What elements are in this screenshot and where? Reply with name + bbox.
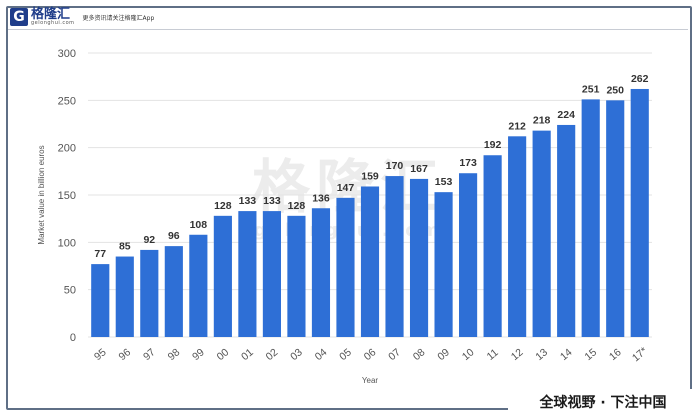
bar <box>164 246 183 337</box>
data-label: 77 <box>94 248 106 260</box>
y-tick-label: 200 <box>58 143 76 155</box>
bar <box>508 136 527 337</box>
x-tick-label: 96 <box>117 346 134 363</box>
data-label: 167 <box>410 163 428 175</box>
bar <box>630 88 649 338</box>
bar <box>606 100 625 337</box>
bar <box>91 264 110 337</box>
logo: 格隆汇 gelonghui.com <box>31 8 75 26</box>
x-tick-label: 97 <box>141 346 158 363</box>
x-axis-label: Year <box>362 376 379 385</box>
bar <box>140 249 159 337</box>
x-tick-label: 07 <box>386 346 403 363</box>
logo-icon: G <box>10 8 28 26</box>
x-tick-label: 02 <box>264 346 281 363</box>
x-tick-label: 12 <box>509 346 526 363</box>
bar <box>581 99 600 338</box>
x-tick-label: 99 <box>190 346 207 363</box>
data-label: 170 <box>386 160 404 172</box>
bar <box>336 197 355 337</box>
logo-domain: gelonghui.com <box>31 20 75 26</box>
data-label: 173 <box>459 157 477 169</box>
x-tick-label: 08 <box>411 346 428 363</box>
x-tick-label: 03 <box>288 346 305 363</box>
data-label: 250 <box>606 84 624 96</box>
header-divider <box>8 29 688 30</box>
x-tick-label: 04 <box>313 346 330 363</box>
y-tick-label: 100 <box>58 237 76 249</box>
bar <box>287 215 306 337</box>
header-slogan: 更多资讯请关注格隆汇App <box>82 14 155 22</box>
bar <box>262 211 281 337</box>
bar <box>360 186 380 337</box>
bar <box>311 208 331 337</box>
data-label: 212 <box>508 120 526 132</box>
data-label: 128 <box>214 200 232 212</box>
y-tick-label: 150 <box>58 190 76 202</box>
data-label: 147 <box>337 182 355 194</box>
bar <box>238 211 257 337</box>
data-label: 108 <box>190 219 208 231</box>
bar <box>189 234 208 337</box>
x-tick-label: 10 <box>460 346 477 363</box>
data-label: 159 <box>361 170 379 182</box>
y-axis-label: Market value in billion euros <box>37 145 46 244</box>
data-label: 136 <box>312 192 330 204</box>
data-label: 153 <box>435 176 453 188</box>
brand-header: G 格隆汇 gelonghui.com 更多资讯请关注格隆汇App <box>10 6 270 28</box>
x-tick-label: 06 <box>362 346 379 363</box>
bar <box>459 173 478 337</box>
y-tick-label: 250 <box>58 95 76 107</box>
data-label: 262 <box>631 73 649 85</box>
x-tick-label: 15 <box>582 346 599 363</box>
bar <box>115 256 134 337</box>
bar <box>409 178 429 337</box>
logo-name: 格隆汇 <box>31 7 71 22</box>
bar <box>385 176 404 337</box>
bar <box>532 130 551 337</box>
footer-slogan: 全球视野 · 下注中国 <box>508 389 698 415</box>
x-tick-label: 09 <box>435 346 452 363</box>
data-label: 92 <box>143 234 155 246</box>
data-label: 224 <box>557 109 575 121</box>
x-tick-label: 05 <box>337 346 354 363</box>
x-tick-label: 17* <box>630 345 650 364</box>
data-label: 133 <box>239 195 257 207</box>
x-tick-label: 13 <box>533 346 550 363</box>
x-tick-label: 16 <box>607 346 624 363</box>
x-tick-label: 00 <box>215 346 232 363</box>
data-label: 192 <box>484 139 502 151</box>
y-tick-label: 50 <box>64 285 76 297</box>
bar <box>483 155 502 337</box>
bar <box>434 192 453 337</box>
data-label: 251 <box>582 83 600 95</box>
x-tick-label: 14 <box>558 346 575 363</box>
data-label: 128 <box>288 200 306 212</box>
data-label: 85 <box>119 241 131 253</box>
bar <box>557 124 576 338</box>
bar <box>213 215 232 337</box>
data-label: 218 <box>533 115 551 127</box>
y-tick-label: 300 <box>58 48 76 60</box>
data-label: 96 <box>168 230 180 242</box>
x-tick-label: 11 <box>485 347 501 363</box>
y-tick-label: 0 <box>70 332 76 344</box>
data-label: 133 <box>263 195 281 207</box>
x-tick-label: 01 <box>239 346 256 363</box>
x-tick-label: 98 <box>166 346 183 363</box>
x-tick-label: 95 <box>92 346 109 363</box>
